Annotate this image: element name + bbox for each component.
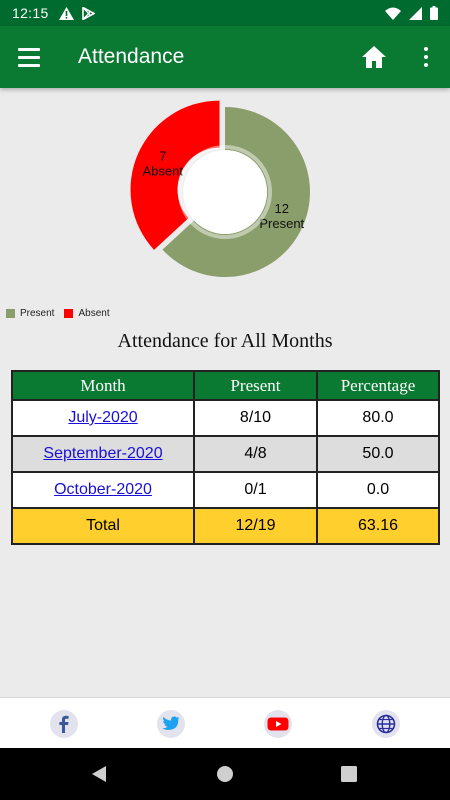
header-month: Month [11, 370, 195, 401]
more-vertical-icon[interactable] [416, 43, 436, 71]
total-present: 12/19 [193, 507, 318, 545]
donut-slice-absent [130, 100, 220, 250]
hamburger-menu-icon[interactable] [18, 42, 48, 72]
system-nav-bar [0, 748, 450, 800]
table-header-row: Month Present Percentage [11, 370, 440, 401]
legend-label-present: Present [20, 308, 55, 319]
total-percentage: 63.16 [316, 507, 440, 545]
table-row: October-2020 0/1 0.0 [11, 471, 440, 509]
app-bar: Attendance [0, 26, 450, 88]
attendance-chart: 12 Present 7 Absent [0, 90, 450, 310]
legend-item-present: Present [6, 308, 54, 319]
back-icon[interactable] [90, 765, 108, 783]
total-row: Total 12/19 63.16 [11, 507, 440, 545]
donut-chart: 12 Present 7 Absent [130, 100, 310, 277]
home-icon[interactable] [360, 43, 388, 71]
donut-slice-present [162, 107, 310, 277]
home-nav-icon[interactable] [216, 765, 234, 783]
signal-icon [409, 6, 422, 20]
status-bar: 12:15 [0, 0, 450, 26]
present-cell: 4/8 [193, 435, 318, 473]
facebook-icon[interactable] [50, 710, 78, 738]
battery-icon [430, 6, 438, 20]
table-row: September-2020 4/8 50.0 [11, 435, 440, 473]
table-row: July-2020 8/10 80.0 [11, 399, 440, 437]
donut-inner-ring [178, 145, 272, 239]
present-cell: 0/1 [193, 471, 318, 509]
legend-swatch-absent [64, 309, 74, 318]
percentage-cell: 50.0 [316, 435, 440, 473]
globe-icon[interactable] [372, 710, 400, 738]
chart-legend: Present Absent [6, 308, 116, 319]
header-percentage: Percentage [316, 370, 440, 401]
wifi-icon [385, 7, 401, 20]
alert-icon [58, 6, 74, 20]
total-label: Total [11, 507, 195, 545]
status-time: 12:15 [12, 5, 49, 21]
page-title: Attendance [78, 45, 185, 68]
percentage-cell: 0.0 [316, 471, 440, 509]
slice-label-absent: 7 Absent [142, 149, 183, 179]
month-link-july-2020[interactable]: July-2020 [68, 409, 138, 426]
header-present: Present [193, 370, 318, 401]
legend-label-absent: Absent [78, 308, 110, 319]
section-title: Attendance for All Months [117, 330, 333, 352]
social-bar [0, 697, 450, 748]
recents-icon[interactable] [341, 766, 357, 782]
present-cell: 8/10 [193, 399, 318, 437]
legend-item-absent: Absent [64, 308, 110, 319]
month-link-september-2020[interactable]: September-2020 [43, 445, 163, 462]
donut-hole [183, 150, 267, 234]
twitter-icon[interactable] [157, 710, 185, 738]
slice-label-present: 12 Present [259, 201, 304, 231]
youtube-icon[interactable] [264, 710, 292, 738]
month-link-october-2020[interactable]: October-2020 [54, 481, 152, 498]
attendance-table: Month Present Percentage July-2020 8/10 … [11, 370, 440, 545]
percentage-cell: 80.0 [316, 399, 440, 437]
play-store-icon [81, 6, 95, 20]
legend-swatch-present [6, 309, 15, 318]
